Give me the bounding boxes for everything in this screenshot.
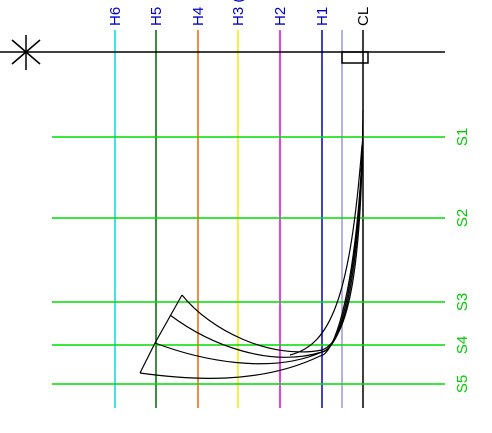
hull-sections bbox=[139, 109, 364, 379]
symbol bbox=[11, 35, 41, 70]
waterline-label: H6 bbox=[107, 7, 124, 26]
waterline-label: H3 (FI bbox=[230, 0, 247, 26]
waterline-lines: H6 H5 H4 H3 (FI H2 H1 CL bbox=[107, 0, 372, 408]
waterline-label: H2 bbox=[272, 7, 289, 26]
waterline-label: H4 bbox=[190, 7, 207, 26]
station-label: S3 bbox=[454, 293, 471, 311]
station-label: S2 bbox=[454, 209, 471, 227]
waterline-label: H5 bbox=[148, 7, 165, 26]
station-label: S5 bbox=[454, 375, 471, 393]
station-label: S1 bbox=[454, 128, 471, 146]
waterline-label: CL bbox=[355, 7, 372, 26]
station-label: S4 bbox=[454, 336, 471, 354]
waterline-label: H1 bbox=[314, 7, 331, 26]
station-lines: S1 S2 S3 S4 S5 bbox=[52, 128, 471, 393]
keel-box bbox=[341, 51, 369, 64]
